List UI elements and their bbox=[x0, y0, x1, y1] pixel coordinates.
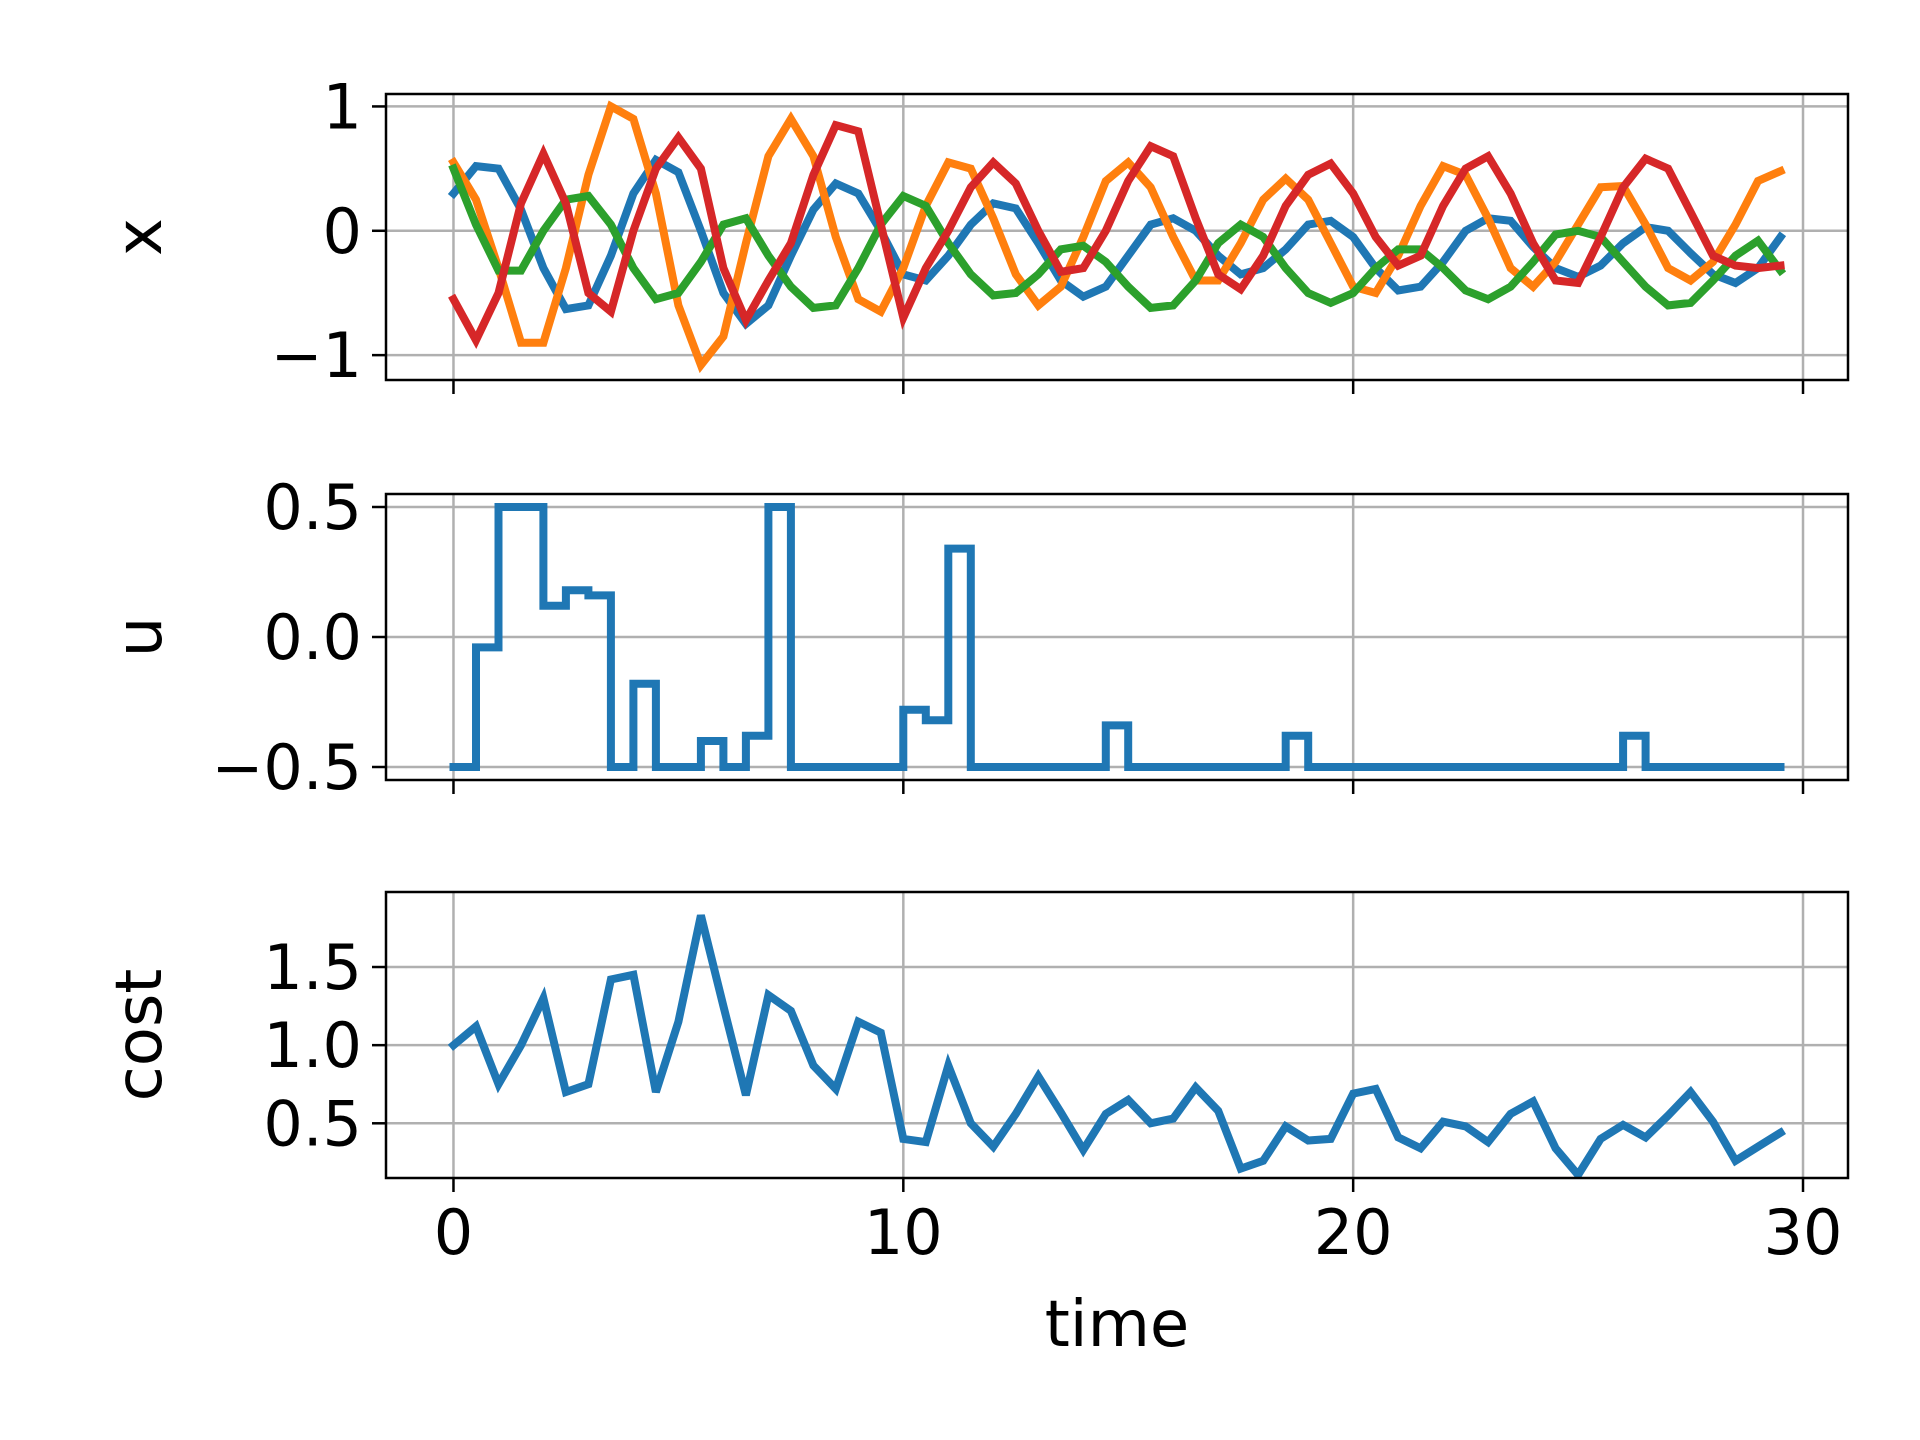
series-line-3 bbox=[448, 120, 1785, 349]
y-tick-label-2: −0.5 bbox=[211, 731, 362, 804]
x-tick-label-3: 30 bbox=[1764, 1196, 1843, 1269]
y-tick-label-0: 1 bbox=[323, 70, 362, 143]
x-axis-label: time bbox=[1045, 1288, 1190, 1362]
y-tick-label-2: −1 bbox=[271, 319, 362, 392]
plot-area bbox=[447, 914, 1787, 1178]
control-panel: 0.5 0.0 −0.5 u bbox=[103, 471, 1850, 804]
y-tick-label-1: 1.0 bbox=[263, 1009, 362, 1082]
series-line-1 bbox=[448, 100, 1786, 374]
y-tick-label-0: 1.5 bbox=[263, 931, 362, 1004]
x-tick-label-1: 10 bbox=[864, 1196, 943, 1269]
y-tick-label-1: 0.0 bbox=[263, 601, 362, 674]
axes-frame bbox=[384, 92, 1850, 382]
x-tick-label-2: 20 bbox=[1314, 1196, 1393, 1269]
cost-panel: 0 10 20 30 1.51.00.5 cost time bbox=[103, 890, 1850, 1362]
y-axis-label: x bbox=[103, 218, 177, 256]
series-line-2 bbox=[448, 163, 1787, 313]
y-axis-label: cost bbox=[103, 969, 177, 1102]
y-axis-label: u bbox=[103, 617, 177, 658]
y-tick-label-0: 0.5 bbox=[263, 471, 362, 544]
axes-frame bbox=[384, 890, 1850, 1180]
state-panel: 1 0 −1 x bbox=[103, 70, 1850, 394]
series-line-0 bbox=[449, 503, 1785, 771]
y-tick-label-2: 0.5 bbox=[263, 1087, 362, 1160]
x-tick-label-0: 0 bbox=[434, 1196, 473, 1269]
plot-area bbox=[447, 100, 1787, 374]
y-tick-label-1: 0 bbox=[323, 195, 362, 268]
plot-area bbox=[449, 503, 1785, 771]
series-line-0 bbox=[447, 914, 1787, 1178]
